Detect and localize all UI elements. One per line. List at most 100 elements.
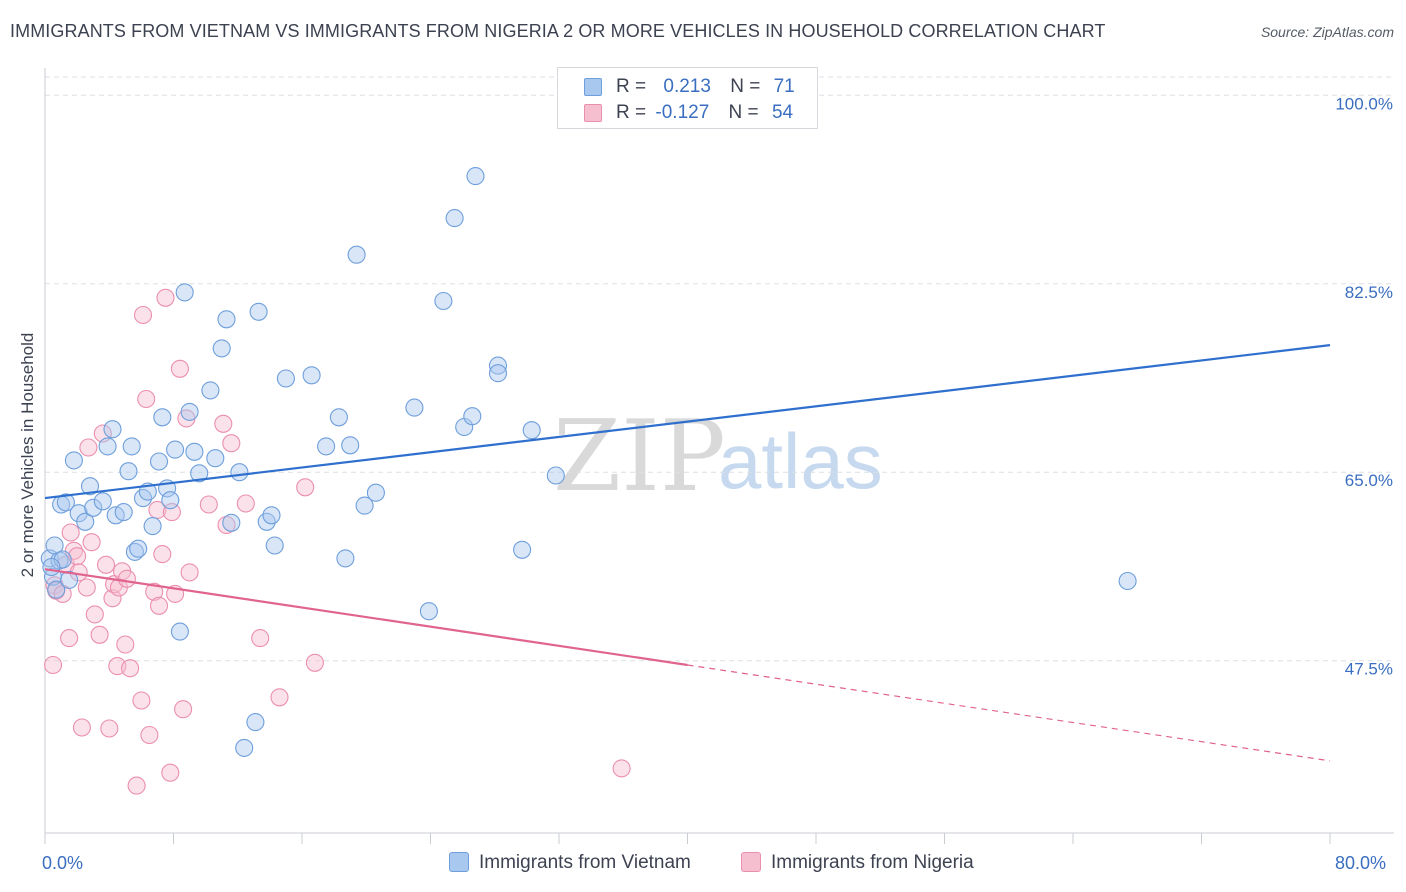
nigeria-point-48 <box>236 494 255 513</box>
vietnam-point-36 <box>206 449 225 468</box>
nigeria-point-12 <box>79 438 98 457</box>
vietnam-point-61 <box>463 407 482 426</box>
nigeria-point-29 <box>133 305 153 325</box>
vietnam-point-32 <box>180 402 199 421</box>
nigeria-r-value: -0.127 <box>655 102 710 123</box>
vietnam-point-42 <box>246 713 265 732</box>
vietnam-point-7 <box>56 493 75 512</box>
bottom-legend-vietnam-swatch <box>449 852 469 872</box>
trend-lines <box>44 344 1331 762</box>
nigeria-point-49 <box>251 629 270 648</box>
nigeria-point-18 <box>100 719 119 738</box>
vietnam-point-41 <box>235 738 254 757</box>
nigeria-point-34 <box>149 596 169 615</box>
nigeria-point-27 <box>127 776 146 795</box>
nigeria-point-53 <box>612 759 631 778</box>
vietnam-point-39 <box>222 513 241 532</box>
vietnam-point-33 <box>185 442 204 461</box>
y-tick-label-1: 82.5% <box>1345 283 1393 302</box>
vietnam-point-62 <box>466 167 485 186</box>
nigeria-point-24 <box>116 635 135 654</box>
vietnam-point-29 <box>166 440 185 459</box>
vietnam-r-label: R = <box>616 76 647 97</box>
nigeria-point-25 <box>117 569 136 588</box>
nigeria-point-13 <box>82 533 101 552</box>
bottom-legend-nigeria: Immigrants from Nigeria <box>741 852 974 874</box>
nigeria-point-19 <box>103 589 122 608</box>
nigeria-trend-line <box>44 568 688 667</box>
nigeria-point-32 <box>145 582 164 601</box>
nigeria-point-43 <box>180 563 199 582</box>
vietnam-point-19 <box>122 437 141 456</box>
vietnam-trend-line <box>44 344 1331 500</box>
bottom-legend-vietnam-label: Immigrants from Vietnam <box>479 852 691 873</box>
vietnam-point-30 <box>170 622 189 641</box>
vietnam-points <box>40 167 1137 757</box>
y-axis-label: 2 or more Vehicles in Household <box>18 332 37 578</box>
nigeria-point-0 <box>43 655 63 675</box>
vietnam-point-50 <box>329 408 348 427</box>
nigeria-r-label: R = <box>616 102 647 123</box>
vietnam-point-66 <box>522 421 541 440</box>
x-tick-label-min: 0.0% <box>42 853 84 873</box>
y-tick-label-0: 100.0% <box>1335 94 1393 113</box>
vietnam-point-58 <box>434 291 453 311</box>
nigeria-n-label: N = <box>728 102 759 123</box>
vietnam-point-2 <box>47 580 66 599</box>
vietnam-n-value: 71 <box>773 76 795 97</box>
vietnam-point-21 <box>129 539 148 558</box>
vietnam-point-45 <box>262 506 281 525</box>
correlation-legend: R = 0.213 N = 71 R = -0.127 N = 54 <box>557 67 818 129</box>
vietnam-point-8 <box>64 451 83 470</box>
vietnam-point-56 <box>405 398 424 417</box>
vietnam-point-25 <box>149 452 169 471</box>
vietnam-point-38 <box>217 310 236 329</box>
nigeria-point-17 <box>96 555 116 574</box>
nigeria-point-36 <box>156 288 175 307</box>
nigeria-point-41 <box>174 700 193 719</box>
source-credit: Source: ZipAtlas.com <box>1260 24 1394 40</box>
vietnam-point-47 <box>276 369 295 388</box>
vietnam-swatch <box>584 78 602 96</box>
nigeria-points <box>43 288 631 795</box>
nigeria-point-45 <box>214 414 233 433</box>
nigeria-point-35 <box>153 545 172 564</box>
vietnam-point-40 <box>230 463 249 482</box>
vietnam-point-37 <box>212 339 231 358</box>
vietnam-point-20 <box>125 542 144 561</box>
vietnam-point-34 <box>190 464 209 483</box>
gridlines <box>45 76 1394 662</box>
vietnam-point-53 <box>347 245 366 264</box>
nigeria-swatch <box>584 104 602 122</box>
y-tick-label-3: 47.5% <box>1345 660 1393 679</box>
vietnam-point-18 <box>119 462 138 481</box>
nigeria-n-value: 54 <box>771 102 794 123</box>
vietnam-point-57 <box>419 602 438 621</box>
y-tick-labels: 100.0% 82.5% 65.0% 47.5% <box>1335 94 1393 678</box>
nigeria-point-46 <box>217 515 236 535</box>
nigeria-point-14 <box>85 605 104 624</box>
nigeria-point-11 <box>77 578 96 597</box>
vietnam-point-48 <box>302 366 321 385</box>
watermark-atlas: atlas <box>718 417 883 505</box>
vietnam-point-46 <box>265 536 284 555</box>
nigeria-trend-line-extension <box>687 664 1331 762</box>
vietnam-point-70 <box>42 557 61 577</box>
nigeria-point-10 <box>72 718 91 737</box>
vietnam-point-54 <box>355 496 374 515</box>
vietnam-point-55 <box>366 483 385 502</box>
nigeria-point-28 <box>132 691 151 710</box>
vietnam-point-63 <box>488 356 508 375</box>
bottom-legend-nigeria-swatch <box>741 852 761 872</box>
vietnam-point-51 <box>336 549 355 568</box>
vietnam-point-10 <box>76 512 95 531</box>
nigeria-point-31 <box>140 725 159 745</box>
vietnam-point-35 <box>201 381 220 400</box>
chart-title: IMMIGRANTS FROM VIETNAM VS IMMIGRANTS FR… <box>10 21 1106 41</box>
vietnam-point-67 <box>546 466 565 485</box>
vietnam-point-26 <box>153 408 172 427</box>
vietnam-point-17 <box>114 503 133 522</box>
watermark-zip: ZIP <box>553 400 726 514</box>
nigeria-point-40 <box>170 359 189 378</box>
